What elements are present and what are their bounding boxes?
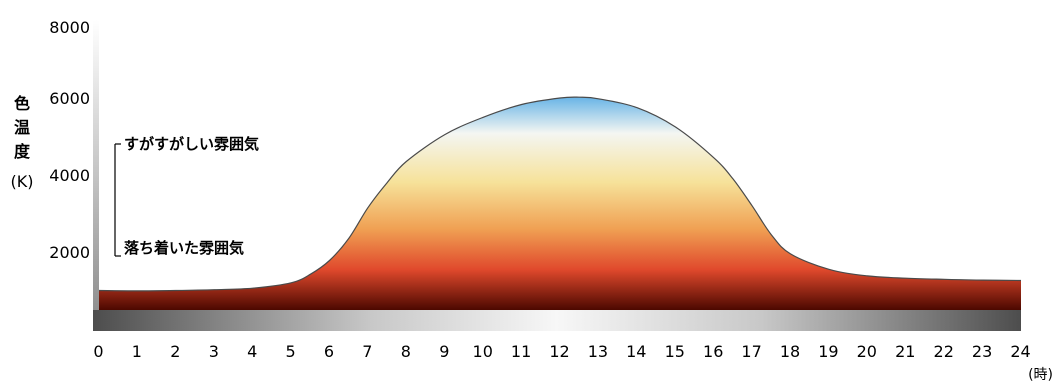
y-tick-label: 8000: [49, 18, 90, 37]
annotation-calm: 落ち着いた雰囲気: [124, 239, 244, 257]
x-tick-label: 8: [401, 342, 411, 361]
y-tick-label: 2000: [49, 243, 90, 262]
x-axis-unit-label: (時): [1028, 367, 1053, 383]
x-tick-label: 16: [703, 342, 723, 361]
x-tick-label: 14: [626, 342, 646, 361]
y-tick-label: 4000: [49, 166, 90, 185]
x-tick-label: 17: [741, 342, 761, 361]
x-tick-label: 22: [934, 342, 954, 361]
color-temperature-curve: [98, 96, 1022, 292]
x-tick-label: 5: [286, 342, 296, 361]
x-tick-label: 24: [1010, 342, 1030, 361]
annotation-refreshing: すがすがしい雰囲気: [124, 135, 259, 153]
x-tick-label: 1: [132, 342, 142, 361]
y-axis-label: 色 温 度 (K): [11, 94, 34, 191]
x-axis-time-bar: [93, 310, 1021, 331]
x-tick-label: 7: [362, 342, 372, 361]
x-tick-label: 10: [473, 342, 493, 361]
x-tick-label: 15: [665, 342, 685, 361]
y-tick-labels: 2000 4000 6000 8000: [49, 18, 90, 262]
x-tick-label: 20: [857, 342, 877, 361]
x-tick-label: 12: [549, 342, 569, 361]
x-tick-label: 9: [439, 342, 449, 361]
x-tick-label: 23: [972, 342, 992, 361]
x-tick-label: 4: [247, 342, 257, 361]
x-tick-label: 2: [170, 342, 180, 361]
y-axis-label-char: 色: [14, 94, 30, 113]
color-temperature-area: [99, 97, 1021, 311]
x-tick-label: 18: [780, 342, 800, 361]
x-tick-label: 3: [209, 342, 219, 361]
x-tick-label: 6: [324, 342, 334, 361]
y-axis: [93, 20, 99, 331]
x-tick-label: 11: [511, 342, 531, 361]
x-tick-labels: 0 1 2 3 4 5 6 7 8 9 10 11 12 13 14 15 16 17 18 19 20 21 22 23 24: [93, 342, 1030, 361]
y-axis-label-char: 温: [13, 118, 30, 137]
y-tick-label: 6000: [49, 89, 90, 108]
y-axis-label-char: 度: [14, 142, 31, 161]
y-axis-label-char: (K): [11, 172, 34, 191]
atmosphere-annotation: すがすがしい雰囲気 落ち着いた雰囲気: [114, 135, 259, 257]
x-tick-label: 19: [818, 342, 838, 361]
x-tick-label: 21: [895, 342, 915, 361]
x-tick-label: 0: [93, 342, 103, 361]
x-tick-label: 13: [588, 342, 608, 361]
